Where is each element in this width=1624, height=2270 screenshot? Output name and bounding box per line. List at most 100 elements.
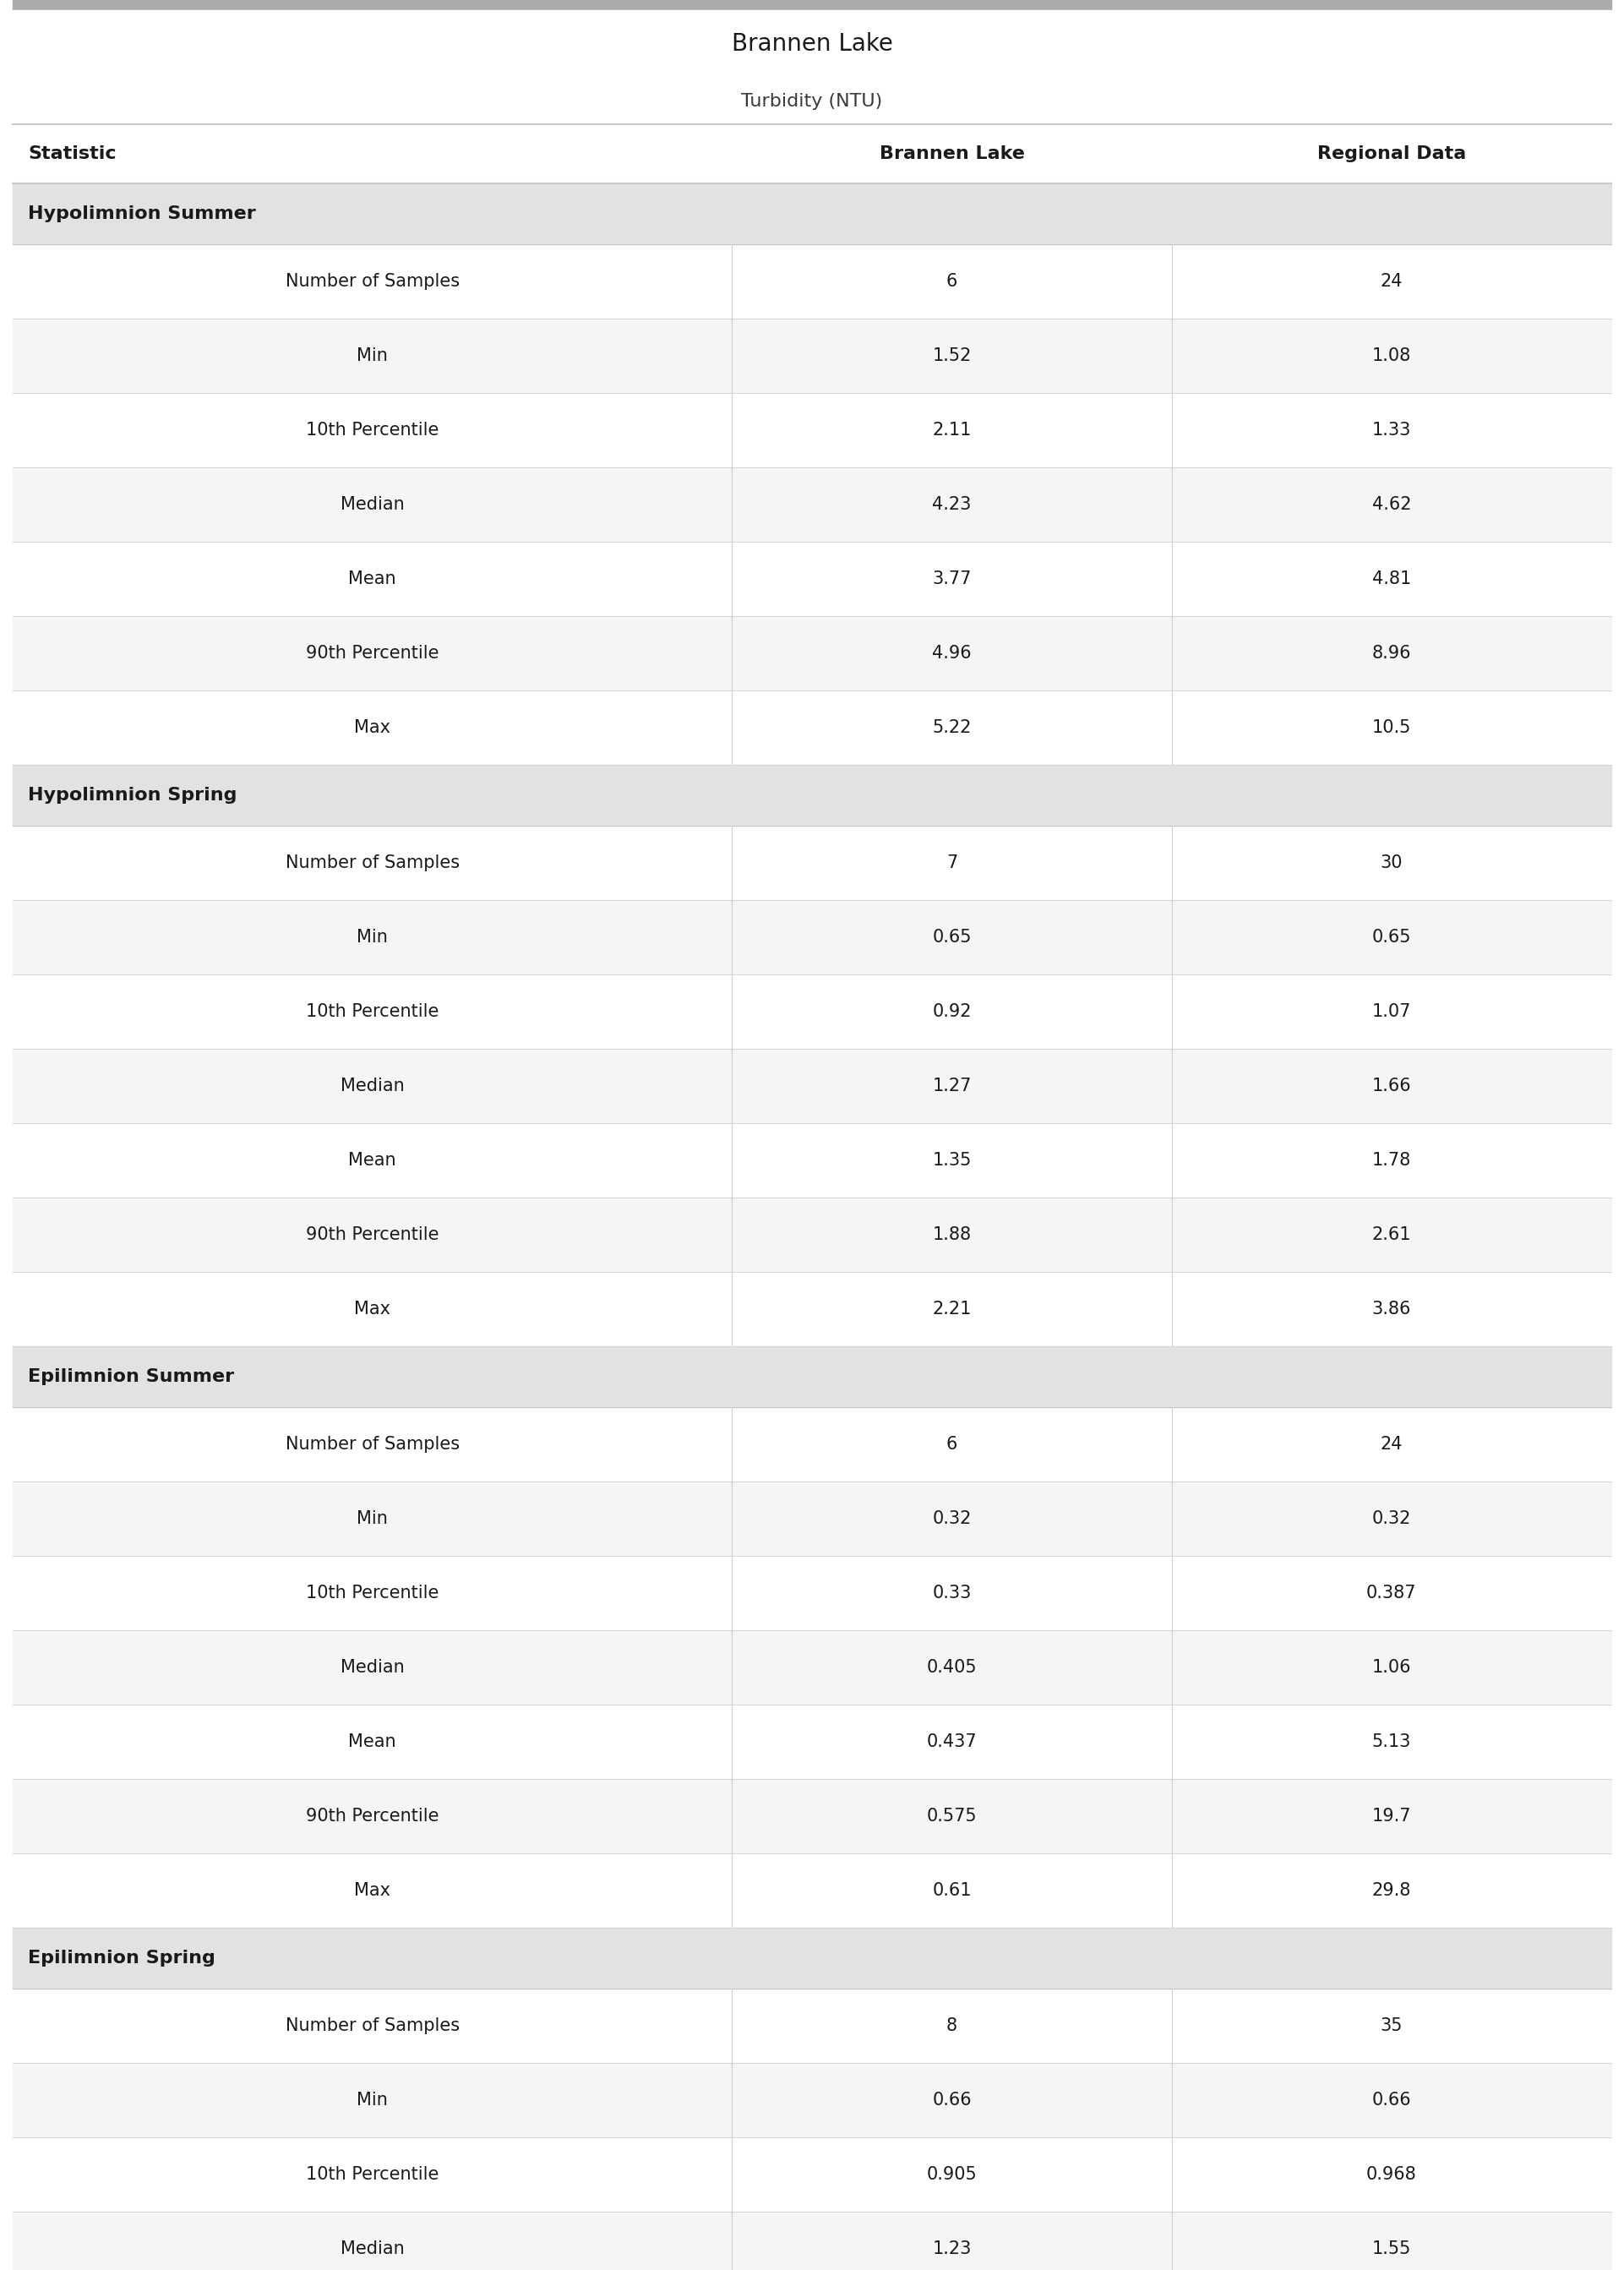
- Text: 8: 8: [947, 2018, 958, 2034]
- Bar: [13, 1630, 1611, 1705]
- Text: 5.13: 5.13: [1372, 1734, 1411, 1750]
- Text: 90th Percentile: 90th Percentile: [305, 645, 438, 663]
- Text: 10th Percentile: 10th Percentile: [305, 2166, 438, 2184]
- Text: 1.33: 1.33: [1372, 422, 1411, 438]
- Bar: [13, 1482, 1611, 1555]
- Text: 0.437: 0.437: [927, 1734, 978, 1750]
- Text: Statistic: Statistic: [28, 145, 117, 161]
- Text: Median: Median: [341, 2240, 404, 2256]
- Text: Min: Min: [357, 2091, 388, 2109]
- Text: 1.55: 1.55: [1372, 2240, 1411, 2256]
- Text: 1.08: 1.08: [1372, 347, 1411, 363]
- Bar: [13, 1271, 1611, 1346]
- Text: 0.387: 0.387: [1366, 1584, 1416, 1603]
- Text: Median: Median: [341, 497, 404, 513]
- Bar: [13, 245, 1611, 318]
- Text: 0.65: 0.65: [932, 928, 971, 947]
- Text: Min: Min: [357, 347, 388, 363]
- Text: 0.32: 0.32: [932, 1510, 971, 1528]
- Text: 4.23: 4.23: [932, 497, 971, 513]
- Bar: [13, 318, 1611, 393]
- Bar: [13, 1049, 1611, 1124]
- Text: 3.86: 3.86: [1372, 1301, 1411, 1317]
- Bar: [13, 1124, 1611, 1199]
- Text: 0.65: 0.65: [1372, 928, 1411, 947]
- Text: Min: Min: [357, 1510, 388, 1528]
- Text: 0.405: 0.405: [927, 1659, 978, 1675]
- Text: 0.575: 0.575: [927, 1807, 978, 1825]
- Text: Brannen Lake: Brannen Lake: [879, 145, 1025, 161]
- Bar: [13, 468, 1611, 543]
- Bar: [13, 765, 1611, 826]
- Bar: [13, 615, 1611, 690]
- Text: Brannen Lake: Brannen Lake: [731, 32, 893, 57]
- Text: 90th Percentile: 90th Percentile: [305, 1226, 438, 1244]
- Text: 0.66: 0.66: [1372, 2091, 1411, 2109]
- Text: Median: Median: [341, 1659, 404, 1675]
- Text: 1.27: 1.27: [932, 1078, 971, 1094]
- Bar: [13, 2063, 1611, 2138]
- Text: Hypolimnion Summer: Hypolimnion Summer: [28, 204, 257, 222]
- Bar: [13, 543, 1611, 615]
- Text: 1.78: 1.78: [1372, 1151, 1411, 1169]
- Text: 4.62: 4.62: [1372, 497, 1411, 513]
- Text: 4.81: 4.81: [1372, 570, 1411, 588]
- Bar: [13, 1407, 1611, 1482]
- Text: Mean: Mean: [349, 1734, 396, 1750]
- Bar: [13, 1555, 1611, 1630]
- Text: Number of Samples: Number of Samples: [286, 2018, 460, 2034]
- Bar: [13, 690, 1611, 765]
- Text: 35: 35: [1380, 2018, 1403, 2034]
- Text: 0.968: 0.968: [1366, 2166, 1416, 2184]
- Bar: [13, 1780, 1611, 1852]
- Bar: [13, 184, 1611, 245]
- Text: Number of Samples: Number of Samples: [286, 272, 460, 291]
- Text: 1.88: 1.88: [932, 1226, 971, 1244]
- Text: 0.92: 0.92: [932, 1003, 971, 1019]
- Bar: [13, 974, 1611, 1049]
- Text: 2.11: 2.11: [932, 422, 971, 438]
- Text: 3.77: 3.77: [932, 570, 971, 588]
- Text: 7: 7: [947, 854, 958, 872]
- Text: 6: 6: [947, 272, 958, 291]
- Text: 30: 30: [1380, 854, 1403, 872]
- Text: 10th Percentile: 10th Percentile: [305, 1584, 438, 1603]
- Text: 10th Percentile: 10th Percentile: [305, 422, 438, 438]
- Text: 10th Percentile: 10th Percentile: [305, 1003, 438, 1019]
- Bar: [13, 393, 1611, 468]
- Text: 0.61: 0.61: [932, 1882, 971, 1900]
- Bar: [13, 2138, 1611, 2211]
- Text: 10.5: 10.5: [1372, 720, 1411, 735]
- Text: Regional Data: Regional Data: [1317, 145, 1466, 161]
- Text: Number of Samples: Number of Samples: [286, 854, 460, 872]
- Text: Max: Max: [354, 1301, 390, 1317]
- Bar: [13, 826, 1611, 901]
- Text: 2.21: 2.21: [932, 1301, 971, 1317]
- Bar: [13, 1199, 1611, 1271]
- Text: 1.35: 1.35: [932, 1151, 971, 1169]
- Bar: [13, 0, 1611, 9]
- Bar: [13, 1346, 1611, 1407]
- Bar: [13, 1852, 1611, 1927]
- Text: 1.66: 1.66: [1372, 1078, 1411, 1094]
- Text: 1.07: 1.07: [1372, 1003, 1411, 1019]
- Text: Min: Min: [357, 928, 388, 947]
- Text: 19.7: 19.7: [1372, 1807, 1411, 1825]
- Text: Mean: Mean: [349, 1151, 396, 1169]
- Bar: [13, 125, 1611, 184]
- Text: 8.96: 8.96: [1372, 645, 1411, 663]
- Text: Epilimnion Spring: Epilimnion Spring: [28, 1950, 216, 1966]
- Text: Max: Max: [354, 720, 390, 735]
- Text: Mean: Mean: [349, 570, 396, 588]
- Text: Epilimnion Summer: Epilimnion Summer: [28, 1369, 234, 1385]
- Text: 90th Percentile: 90th Percentile: [305, 1807, 438, 1825]
- Text: 6: 6: [947, 1437, 958, 1453]
- Text: 0.32: 0.32: [1372, 1510, 1411, 1528]
- Text: 4.96: 4.96: [932, 645, 971, 663]
- Text: 1.52: 1.52: [932, 347, 971, 363]
- Bar: [13, 1705, 1611, 1780]
- Text: Median: Median: [341, 1078, 404, 1094]
- Text: 24: 24: [1380, 1437, 1403, 1453]
- Text: 2.61: 2.61: [1372, 1226, 1411, 1244]
- Text: 0.905: 0.905: [927, 2166, 978, 2184]
